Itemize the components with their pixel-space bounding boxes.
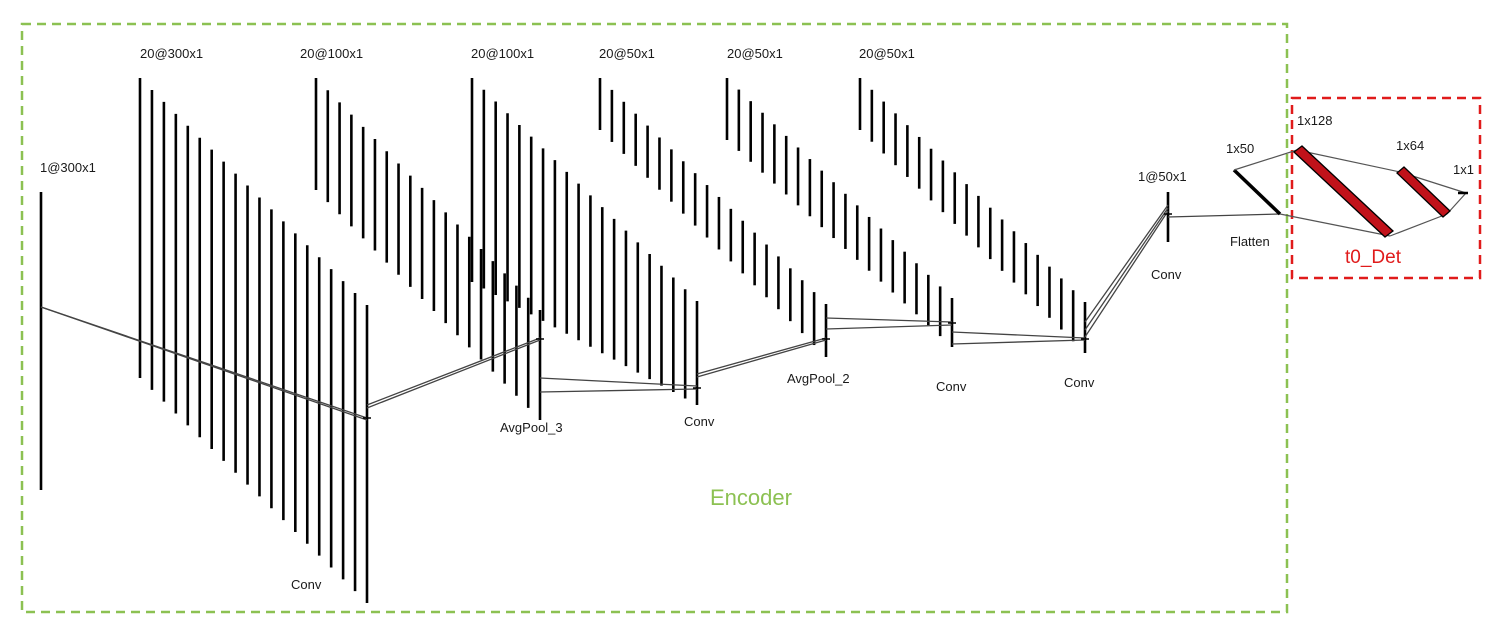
conv4-dims-label: 20@50x1 — [859, 46, 915, 61]
conv3-dims-label: 20@50x1 — [727, 46, 783, 61]
connector-line — [951, 339, 1086, 345]
conv1-dims-label: 20@300x1 — [140, 46, 203, 61]
dense-layers — [1232, 145, 1468, 238]
encoder-label: Encoder — [710, 485, 792, 510]
connector-line — [1167, 213, 1281, 218]
connector-line — [1084, 204, 1169, 323]
layer-connectors — [40, 204, 1281, 421]
dense128-bar — [1292, 145, 1395, 238]
connector-line — [1084, 210, 1169, 338]
conv2-op-label: Conv — [684, 414, 715, 429]
avgpool2-feature-maps — [598, 78, 828, 357]
conv3-feature-maps — [725, 78, 954, 347]
detector-label: t0_Det — [1345, 247, 1402, 268]
connector-line — [1084, 207, 1169, 331]
output-dims-label: 1x1 — [1453, 162, 1474, 177]
encoder-box — [20, 22, 1289, 614]
connector-line — [951, 331, 1086, 339]
connector-line — [40, 306, 368, 421]
flatten-vector — [1232, 168, 1282, 216]
detector-box — [1290, 96, 1482, 280]
conv3-op-label: Conv — [936, 379, 967, 394]
pool2-dims-label: 20@50x1 — [599, 46, 655, 61]
dense-connection — [1296, 149, 1401, 173]
dense64-bar — [1396, 166, 1451, 218]
conv2-dims-label: 20@100x1 — [471, 46, 534, 61]
conv2-feature-maps — [470, 78, 699, 405]
flatten-dims-label: 1x50 — [1226, 141, 1254, 156]
pool2-op-label: AvgPool_2 — [787, 371, 850, 386]
connector-line — [696, 337, 827, 375]
connector-line — [539, 377, 698, 387]
dense128-dims-label: 1x128 — [1297, 113, 1332, 128]
dense-connection — [1389, 213, 1448, 237]
conv5-op-label: Conv — [1151, 267, 1182, 282]
conv1-op-label: Conv — [291, 577, 322, 592]
dense-connection — [1279, 213, 1391, 237]
conv1-feature-maps — [138, 78, 369, 603]
connector-line — [366, 339, 541, 409]
conv4-feature-maps — [858, 78, 1087, 353]
connector-line — [539, 388, 698, 393]
pool3-op-label: AvgPool_3 — [500, 420, 563, 435]
connector-line — [696, 339, 827, 378]
avgpool3-feature-maps — [314, 78, 542, 420]
connector-line — [825, 324, 953, 330]
connector-line — [366, 337, 541, 406]
input-dims-label: 1@300x1 — [40, 160, 96, 175]
flatten-op-label: Flatten — [1230, 234, 1270, 249]
connector-line — [825, 317, 953, 323]
conv4-op-label: Conv — [1064, 375, 1095, 390]
dense64-dims-label: 1x64 — [1396, 138, 1424, 153]
pool3-dims-label: 20@100x1 — [300, 46, 363, 61]
conv5-dims-label: 1@50x1 — [1138, 169, 1187, 184]
dense-connection — [1233, 149, 1298, 171]
